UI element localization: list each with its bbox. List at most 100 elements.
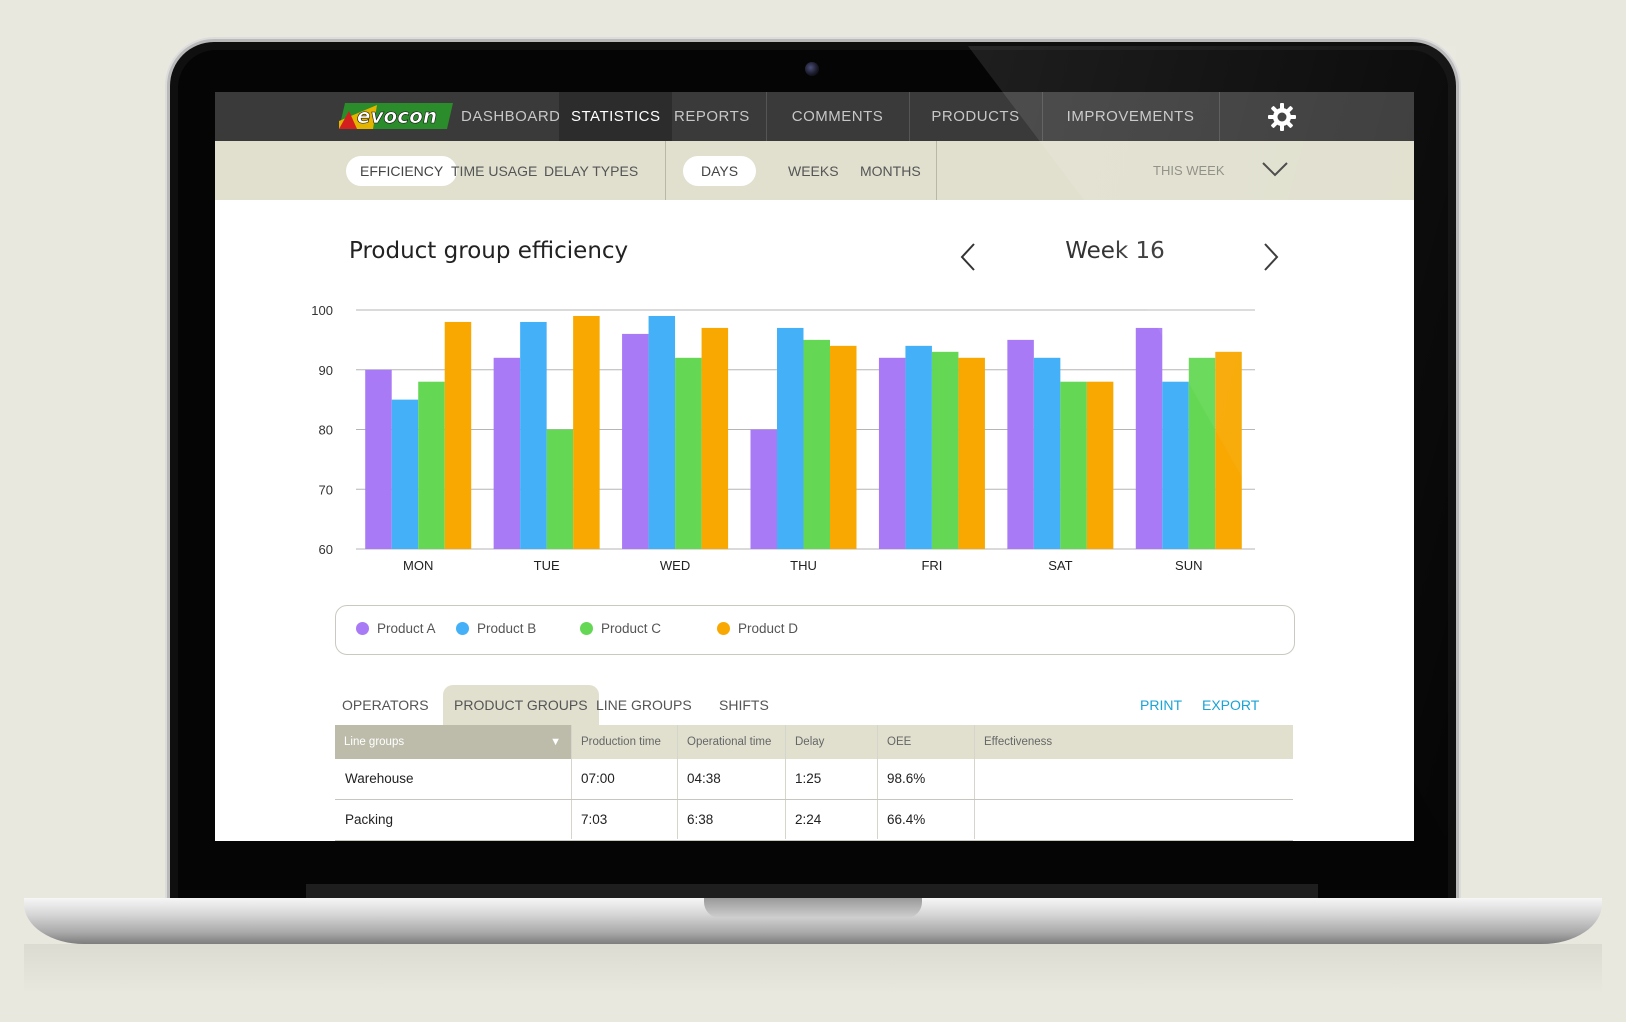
column-header-delay[interactable]: Delay [785, 725, 877, 759]
column-divider [571, 725, 572, 839]
camera-icon [805, 62, 819, 76]
x-tick-label: FRI [921, 558, 942, 573]
evocon-logo: evocon [339, 103, 453, 129]
column-header-line-groups[interactable]: Line groups ▼ [335, 725, 571, 759]
nav-divider [1042, 92, 1043, 141]
tab-product-groups[interactable]: PRODUCT GROUPS [443, 685, 599, 725]
efficiency-bar-chart: 60 70 80 90 100 MON TUE WED THU FRI SAT SUN [311, 303, 1255, 573]
table-row[interactable]: Warehouse 07:00 04:38 1:25 98.6% [335, 759, 1293, 800]
nav-divider [1219, 92, 1220, 141]
cell-oee: 66.4% [887, 812, 926, 827]
column-divider [974, 725, 975, 839]
x-tick-label: MON [403, 558, 433, 573]
nav-divider [909, 92, 910, 141]
legend-item-product-c: Product C [580, 621, 661, 636]
bar-product-d-sun [1215, 351, 1242, 549]
x-tick-label: SAT [1048, 558, 1072, 573]
x-tick-label: THU [790, 558, 817, 573]
nav-comments[interactable]: COMMENTS123 [766, 92, 909, 176]
subnav-divider [665, 141, 666, 200]
chevron-down-icon[interactable] [1260, 159, 1290, 179]
y-tick-label: 70 [319, 482, 333, 497]
bar-product-d-fri [958, 357, 985, 549]
chart-legend: Product A Product B Product C Product D [335, 605, 1295, 655]
nav-divider [766, 92, 767, 141]
bar-product-b-mon [391, 399, 419, 549]
nav-reports[interactable]: REPORTS [674, 108, 750, 125]
cell-operational-time: 6:38 [687, 812, 714, 827]
svg-text:evocon: evocon [357, 104, 437, 128]
x-tick-label: SUN [1175, 558, 1202, 573]
tab-operators[interactable]: OPERATORS [342, 697, 429, 713]
granularity-days[interactable]: DAYS [683, 156, 757, 186]
table-row[interactable]: Packing 7:03 6:38 2:24 66.4% [335, 800, 1293, 841]
column-header-oee[interactable]: OEE [877, 725, 974, 759]
nav-products[interactable]: PRODUCTS123 [909, 92, 1042, 176]
bar-product-d-sat [1086, 381, 1114, 549]
legend-label: Product D [738, 621, 799, 636]
previous-week-arrow-icon[interactable] [958, 242, 978, 272]
granularity-weeks[interactable]: WEEKS [788, 163, 839, 179]
bar-product-d-wed [701, 327, 729, 549]
bar-product-b-wed [648, 315, 676, 549]
bar-product-a-mon [365, 369, 392, 549]
nav-improvements[interactable]: IMPROVEMENTS123 [1042, 92, 1219, 176]
bar-product-a-sun [1135, 327, 1163, 549]
tab-shifts[interactable]: SHIFTS [719, 697, 769, 713]
bar-product-d-mon [444, 321, 472, 549]
bar-product-b-tue [520, 321, 547, 549]
tab-efficiency[interactable]: EFFICIENCY [346, 156, 458, 186]
cell-oee: 98.6% [887, 771, 926, 786]
bar-product-c-wed [675, 357, 702, 549]
bar-product-b-sat [1033, 357, 1061, 549]
print-button[interactable]: PRINT [1140, 697, 1182, 713]
bar-product-d-thu [830, 345, 857, 549]
column-header-label: Line groups [344, 736, 405, 748]
export-button[interactable]: EXPORT [1202, 697, 1260, 713]
period-selector[interactable]: THIS WEEK [1153, 163, 1225, 178]
column-header-operational-time[interactable]: Operational time [677, 725, 785, 759]
cell-line-group: Warehouse [345, 771, 414, 786]
legend-item-product-a: Product A [356, 621, 436, 636]
nav-dashboard[interactable]: DASHBOARD [461, 108, 561, 125]
column-divider [877, 725, 878, 839]
granularity-months[interactable]: MONTHS [860, 163, 921, 179]
column-header-production-time[interactable]: Production time [571, 725, 677, 759]
nav-improvements-label: IMPROVEMENTS [1066, 108, 1195, 125]
bar-product-c-mon [418, 381, 445, 549]
laptop-notch [704, 898, 922, 918]
nav-statistics[interactable]: STATISTICS [559, 92, 673, 141]
gear-icon[interactable] [1267, 102, 1297, 132]
y-tick-label: 60 [319, 542, 333, 557]
nav-comments-label: COMMENTS [791, 108, 884, 125]
tab-line-groups[interactable]: LINE GROUPS [596, 697, 692, 713]
bar-product-a-tue [493, 357, 521, 549]
laptop-hinge [306, 884, 1318, 898]
x-tick-label: TUE [534, 558, 560, 573]
page-title: Product group efficiency [349, 238, 629, 264]
week-label: Week 16 [1065, 238, 1165, 264]
sub-navbar: EFFICIENCY TIME USAGE DELAY TYPES DAYS W… [215, 141, 1414, 200]
bar-product-c-sat [1060, 381, 1087, 549]
legend-label: Product A [377, 621, 436, 636]
bar-product-c-sun [1188, 357, 1216, 549]
dropdown-triangle-icon: ▼ [550, 736, 561, 748]
tab-time-usage[interactable]: TIME USAGE [451, 163, 538, 179]
legend-dot-icon [356, 622, 369, 635]
legend-dot-icon [456, 622, 469, 635]
tab-delay-types[interactable]: DELAY TYPES [544, 163, 639, 179]
legend-dot-icon [717, 622, 730, 635]
y-tick-label: 90 [319, 363, 333, 378]
bar-product-b-thu [777, 327, 804, 549]
x-tick-label: WED [660, 558, 690, 573]
column-divider [677, 725, 678, 839]
cell-operational-time: 04:38 [687, 771, 721, 786]
next-week-arrow-icon[interactable] [1261, 242, 1281, 272]
bar-product-c-tue [546, 429, 574, 549]
cell-line-group: Packing [345, 812, 394, 827]
column-divider [785, 725, 786, 839]
bar-product-b-fri [905, 345, 932, 549]
column-header-effectiveness[interactable]: Effectiveness [974, 725, 1293, 759]
bar-product-a-thu [750, 429, 777, 549]
cell-production-time: 07:00 [581, 771, 615, 786]
